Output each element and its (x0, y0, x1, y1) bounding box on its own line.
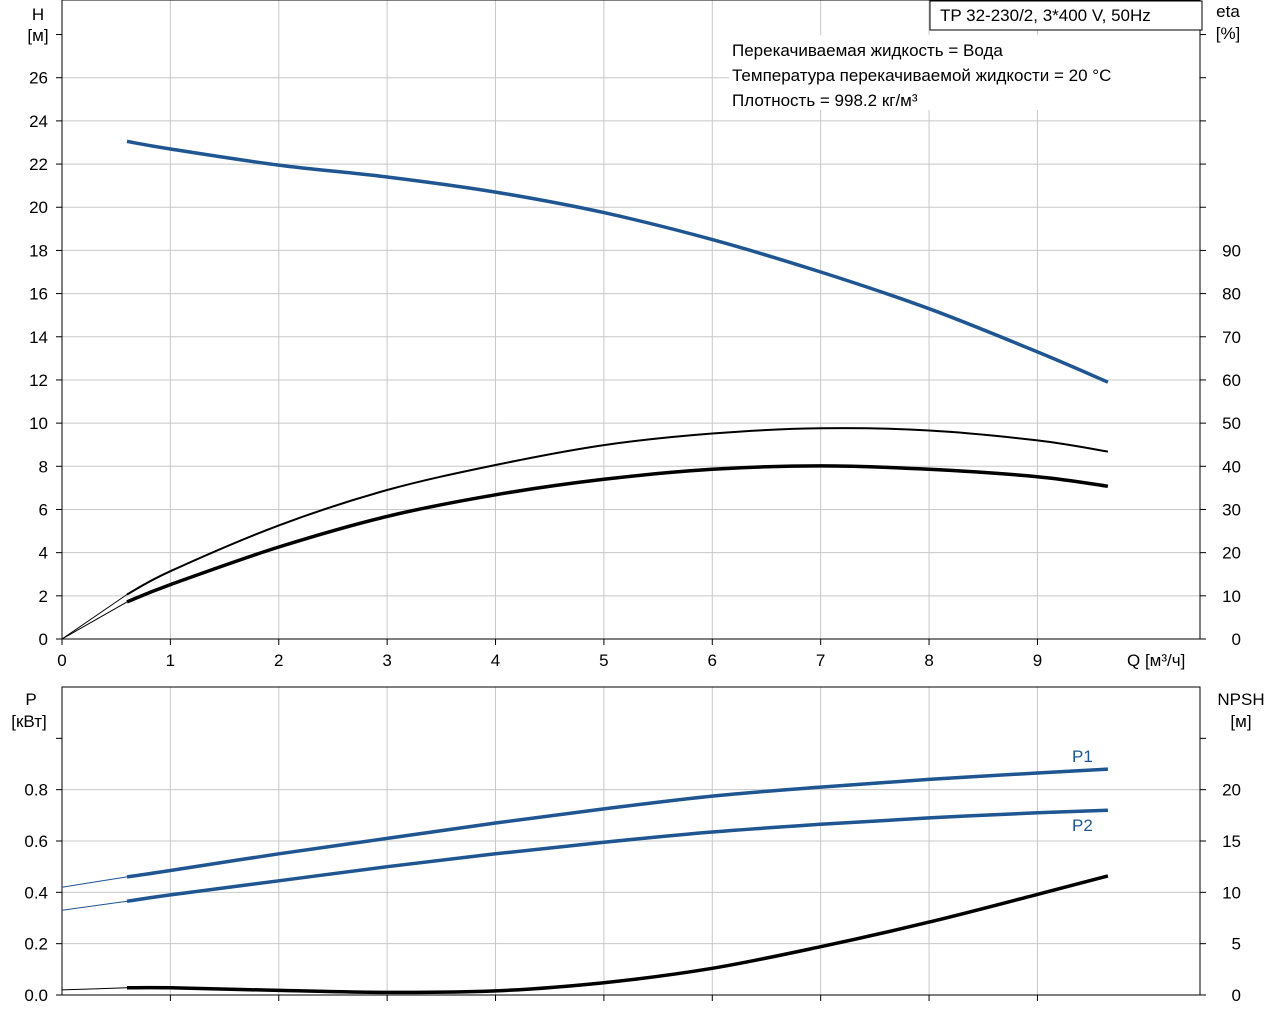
series-label-p1: P1 (1072, 747, 1093, 766)
y-left-tick-label: 14 (29, 328, 48, 347)
curve-extension (61, 601, 128, 640)
curve-npsh (126, 874, 1109, 995)
y-left-tick-label: 8 (39, 457, 48, 476)
y-left-tick-label: 12 (29, 371, 48, 390)
y-left-tick-label: 0 (39, 630, 48, 649)
y-left-tick-label: 26 (29, 69, 48, 88)
y-right-tick-label: 15 (1222, 832, 1241, 851)
curve-efficiency (126, 464, 1109, 604)
curve-efficiency (126, 427, 1109, 596)
y-left-tick-label: 2 (39, 587, 48, 606)
x-tick-label: 1 (166, 651, 175, 670)
y-left-tick-label: 0.8 (24, 781, 48, 800)
y-right-tick-label: 70 (1222, 328, 1241, 347)
annotation-text: Перекачиваемая жидкость = Вода (732, 41, 1003, 60)
y-left-axis-unit: [м] (27, 26, 48, 45)
y-right-tick-label: 80 (1222, 285, 1241, 304)
y-right-tick-label: 10 (1222, 883, 1241, 902)
x-tick-label: 3 (382, 651, 391, 670)
annotation-background (729, 85, 1199, 110)
y-left-axis-label: P (25, 690, 36, 709)
y-right-axis-label: eta (1216, 2, 1240, 21)
curve-h (126, 139, 1109, 384)
y-left-tick-label: 10 (29, 414, 48, 433)
x-tick-label: 6 (708, 651, 717, 670)
plot-frame (61, 0, 1201, 640)
x-axis-label: Q [м³/ч] (1127, 651, 1185, 670)
x-tick-label: 5 (599, 651, 608, 670)
annotation-background (729, 35, 1199, 60)
y-right-tick-label: 5 (1232, 935, 1241, 954)
annotation-text: Плотность = 998.2 кг/м³ (732, 91, 918, 110)
x-tick-label: 2 (274, 651, 283, 670)
y-right-tick-label: 40 (1222, 457, 1241, 476)
curve-p1 (126, 767, 1109, 879)
x-tick-label: 8 (924, 651, 933, 670)
x-tick-label: 4 (491, 651, 500, 670)
curve-extension (61, 987, 128, 991)
y-left-tick-label: 4 (39, 544, 48, 563)
y-right-tick-label: 20 (1222, 544, 1241, 563)
y-left-tick-label: 0.6 (24, 832, 48, 851)
y-right-tick-label: 0 (1232, 630, 1241, 649)
x-tick-label: 7 (816, 651, 825, 670)
y-left-axis-unit: [кВт] (11, 712, 46, 731)
y-left-tick-label: 0.0 (24, 986, 48, 1005)
y-left-tick-label: 24 (29, 112, 48, 131)
y-right-tick-label: 20 (1222, 781, 1241, 800)
y-right-tick-label: 10 (1222, 587, 1241, 606)
y-right-axis-unit: [%] (1216, 24, 1241, 43)
y-left-tick-label: 6 (39, 500, 48, 519)
chart-title: TP 32-230/2, 3*400 V, 50Hz (940, 6, 1151, 25)
y-left-tick-label: 22 (29, 155, 48, 174)
curve-extension (61, 594, 128, 640)
y-right-tick-label: 90 (1222, 241, 1241, 260)
x-tick-label: 0 (57, 651, 66, 670)
curve-extension (61, 900, 128, 911)
y-right-tick-label: 0 (1232, 986, 1241, 1005)
y-right-axis-label: NPSH (1217, 690, 1264, 709)
x-tick-label: 9 (1033, 651, 1042, 670)
y-left-tick-label: 16 (29, 285, 48, 304)
y-left-tick-label: 0.4 (24, 883, 48, 902)
curve-extension (61, 876, 128, 888)
annotation-background (729, 60, 1199, 85)
chart-title-box (929, 0, 1203, 31)
y-right-tick-label: 60 (1222, 371, 1241, 390)
y-left-tick-label: 20 (29, 198, 48, 217)
y-left-tick-label: 0.2 (24, 935, 48, 954)
y-right-tick-label: 30 (1222, 500, 1241, 519)
series-label-p2: P2 (1072, 816, 1093, 835)
annotation-text: Температура перекачиваемой жидкости = 20… (732, 66, 1111, 85)
y-right-axis-unit: [м] (1230, 712, 1251, 731)
y-right-tick-label: 50 (1222, 414, 1241, 433)
y-left-axis-label: H (32, 5, 44, 24)
y-left-tick-label: 18 (29, 241, 48, 260)
